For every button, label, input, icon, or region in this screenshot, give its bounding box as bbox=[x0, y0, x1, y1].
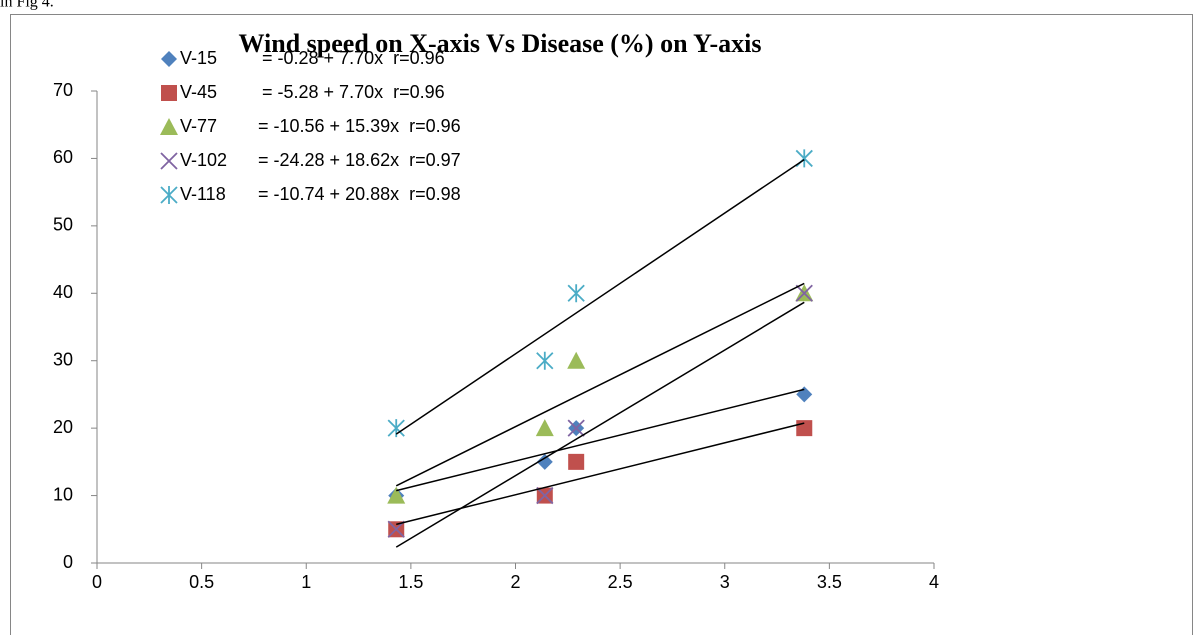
legend-marker bbox=[160, 152, 178, 170]
y-tick-label: 40 bbox=[53, 282, 73, 302]
chart-title: Wind speed on X-axis Vs Disease (%) on Y… bbox=[239, 29, 762, 58]
x-tick-label: 2 bbox=[510, 572, 520, 592]
chart-frame bbox=[10, 14, 1193, 635]
y-tick-label: 10 bbox=[53, 484, 73, 504]
y-tick-label: 20 bbox=[53, 417, 73, 437]
trend-line bbox=[395, 282, 805, 487]
legend-equation: = -0.28 + 7.70x r=0.96 bbox=[262, 48, 445, 68]
legend-entry: V-45 = -5.28 + 7.70x r=0.96 bbox=[180, 82, 445, 102]
x-tick-label: 1.5 bbox=[398, 572, 423, 592]
marker bbox=[536, 486, 554, 505]
x-tick-label: 2.5 bbox=[608, 572, 633, 592]
marker bbox=[387, 520, 405, 538]
legend-marker bbox=[161, 85, 177, 101]
marker bbox=[795, 149, 813, 168]
legend-label: V-118 bbox=[180, 184, 226, 204]
trend-line bbox=[396, 388, 805, 492]
legend-equation: = -5.28 + 7.70x r=0.96 bbox=[262, 82, 445, 102]
x-tick-label: 1 bbox=[301, 572, 311, 592]
marker bbox=[795, 284, 813, 302]
legend-equation: = -10.74 + 20.88x r=0.98 bbox=[258, 184, 461, 204]
x-tick-label: 4 bbox=[929, 572, 939, 592]
legend-entry: V-77 = -10.56 + 15.39x r=0.96 bbox=[180, 116, 461, 136]
context-text: in Fig 4. bbox=[0, 0, 54, 11]
marker bbox=[567, 284, 585, 303]
legend-entry: V-118 = -10.74 + 20.88x r=0.98 bbox=[180, 184, 461, 204]
y-tick-label: 70 bbox=[53, 80, 73, 100]
marker bbox=[535, 419, 554, 437]
legend-equation: = -10.56 + 15.39x r=0.96 bbox=[258, 116, 461, 136]
legend-entry: V-15 = -0.28 + 7.70x r=0.96 bbox=[180, 48, 445, 68]
legend-marker bbox=[160, 186, 178, 204]
legend-label: V-77 bbox=[180, 116, 217, 136]
trend-line bbox=[396, 422, 805, 526]
legend-entry: V-102 = -24.28 + 18.62x r=0.97 bbox=[180, 150, 461, 170]
legend-label: V-15 bbox=[180, 48, 217, 68]
marker bbox=[536, 351, 554, 370]
marker bbox=[536, 453, 553, 470]
legend-marker bbox=[160, 118, 178, 135]
x-tick-label: 0.5 bbox=[189, 572, 214, 592]
y-tick-label: 30 bbox=[53, 349, 73, 369]
legend-label: V-45 bbox=[180, 82, 217, 102]
marker bbox=[387, 486, 406, 504]
y-tick-label: 0 bbox=[63, 552, 73, 572]
legend-marker bbox=[161, 51, 177, 67]
marker bbox=[567, 419, 585, 437]
marker bbox=[387, 419, 405, 438]
trend-line bbox=[395, 301, 805, 548]
marker bbox=[568, 453, 585, 470]
legend-label: V-102 bbox=[180, 150, 227, 170]
x-tick-label: 3.5 bbox=[817, 572, 842, 592]
legend-equation: = -24.28 + 18.62x r=0.97 bbox=[258, 150, 461, 170]
marker bbox=[796, 386, 813, 403]
marker bbox=[567, 351, 586, 369]
y-tick-label: 60 bbox=[53, 147, 73, 167]
x-tick-label: 0 bbox=[92, 572, 102, 592]
y-tick-label: 50 bbox=[53, 215, 73, 235]
marker bbox=[796, 420, 813, 437]
trend-line bbox=[395, 158, 805, 435]
x-tick-label: 3 bbox=[720, 572, 730, 592]
